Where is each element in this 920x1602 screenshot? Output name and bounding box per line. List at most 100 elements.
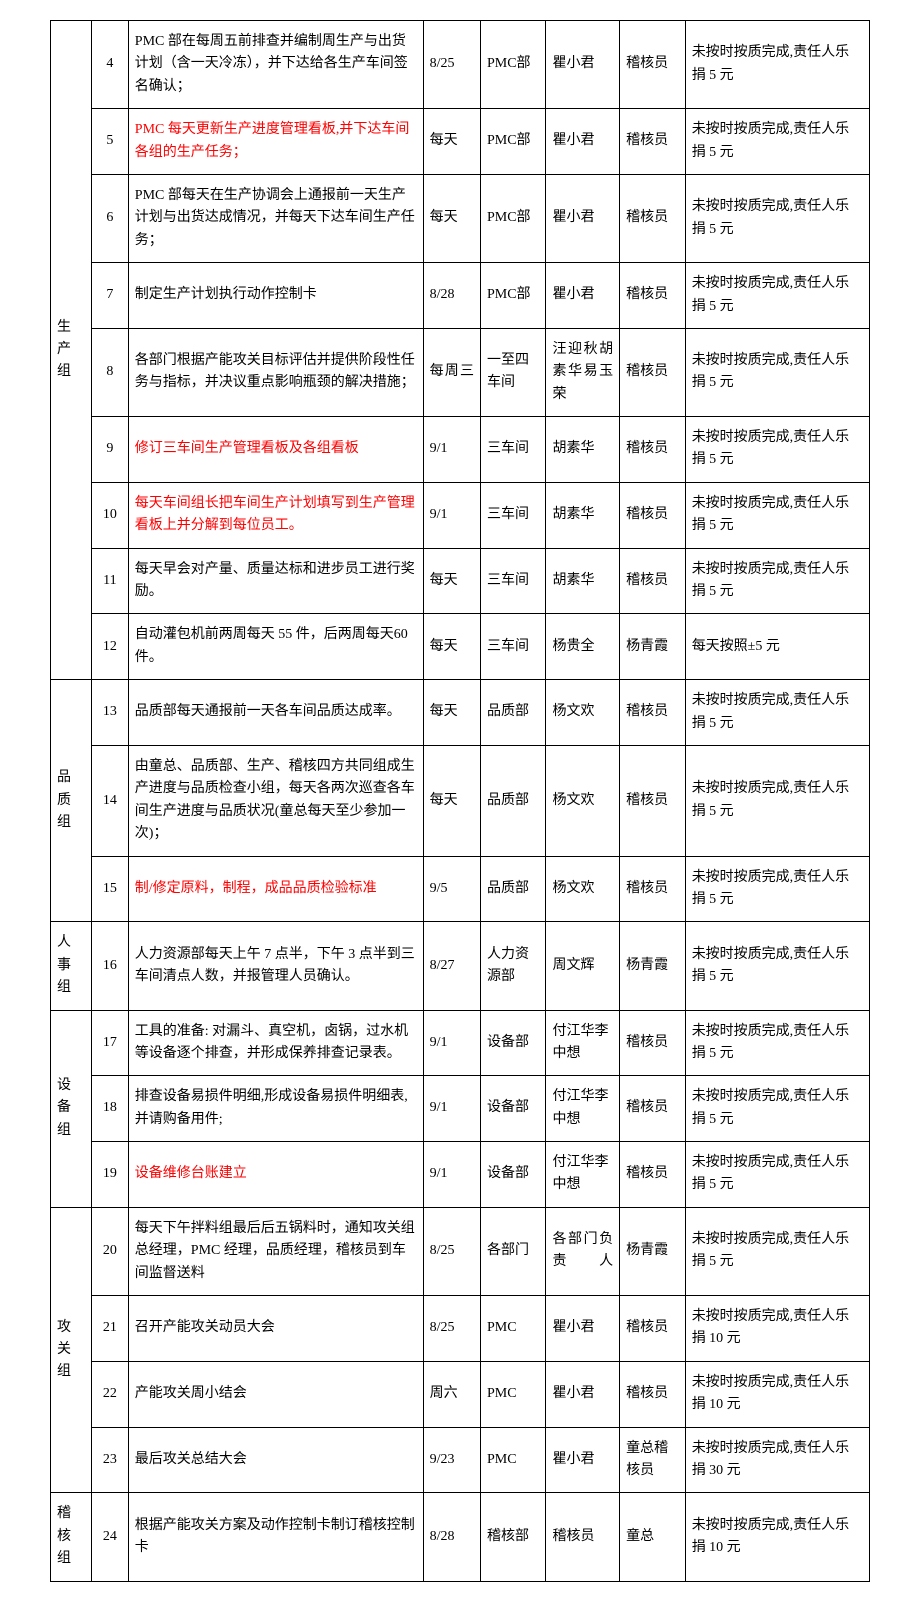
row-date: 9/1 — [423, 1010, 480, 1076]
row-num: 6 — [91, 174, 128, 262]
row-check: 稽核员 — [620, 1142, 686, 1208]
row-note: 未按时按质完成,责任人乐捐 30 元 — [685, 1427, 869, 1493]
row-task: 制/修定原料，制程，成品品质检验标准 — [128, 856, 423, 922]
row-num: 20 — [91, 1207, 128, 1295]
row-task: 自动灌包机前两周每天 55 件，后两周每天60 件。 — [128, 614, 423, 680]
row-owner: 瞿小君 — [546, 263, 620, 329]
row-owner: 胡素华 — [546, 548, 620, 614]
row-owner: 胡素华 — [546, 417, 620, 483]
row-check: 稽核员 — [620, 417, 686, 483]
row-dept: PMC部 — [480, 109, 546, 175]
group-cell-attack: 攻关组 — [51, 1207, 92, 1493]
table-row: 生产组 4 PMC 部在每周五前排查并编制周生产与出货计划（含一天冷冻），并下达… — [51, 21, 870, 109]
row-num: 5 — [91, 109, 128, 175]
row-date: 每天 — [423, 174, 480, 262]
row-num: 19 — [91, 1142, 128, 1208]
row-owner: 瞿小君 — [546, 1296, 620, 1362]
table-row: 设备组 17 工具的准备: 对漏斗、真空机，卤锅，过水机等设备逐个排查，并形成保… — [51, 1010, 870, 1076]
table-row: 7 制定生产计划执行动作控制卡 8/28 PMC部 瞿小君 稽核员 未按时按质完… — [51, 263, 870, 329]
row-date: 9/23 — [423, 1427, 480, 1493]
table-row: 14 由童总、品质部、生产、稽核四方共同组成生产进度与品质检查小组，每天各两次巡… — [51, 745, 870, 856]
table-row: 15 制/修定原料，制程，成品品质检验标准 9/5 品质部 杨文欢 稽核员 未按… — [51, 856, 870, 922]
row-date: 9/1 — [423, 1142, 480, 1208]
row-note: 未按时按质完成,责任人乐捐 5 元 — [685, 1076, 869, 1142]
row-note: 每天按照±5 元 — [685, 614, 869, 680]
row-check: 稽核员 — [620, 1296, 686, 1362]
row-task: 每天早会对产量、质量达标和进步员工进行奖励。 — [128, 548, 423, 614]
row-check: 童总 — [620, 1493, 686, 1581]
row-date: 9/1 — [423, 482, 480, 548]
row-owner: 瞿小君 — [546, 109, 620, 175]
row-note: 未按时按质完成,责任人乐捐 5 元 — [685, 417, 869, 483]
row-owner: 付江华李中想 — [546, 1142, 620, 1208]
row-date: 9/1 — [423, 1076, 480, 1142]
row-date: 每天 — [423, 548, 480, 614]
row-num: 18 — [91, 1076, 128, 1142]
table-row: 23 最后攻关总结大会 9/23 PMC 瞿小君 童总稽核员 未按时按质完成,责… — [51, 1427, 870, 1493]
row-check: 稽核员 — [620, 263, 686, 329]
row-dept: 设备部 — [480, 1142, 546, 1208]
row-owner: 胡素华 — [546, 482, 620, 548]
row-date: 8/28 — [423, 1493, 480, 1581]
row-dept: 各部门 — [480, 1207, 546, 1295]
row-check: 稽核员 — [620, 482, 686, 548]
row-num: 23 — [91, 1427, 128, 1493]
row-num: 24 — [91, 1493, 128, 1581]
row-check: 童总稽核员 — [620, 1427, 686, 1493]
row-check: 稽核员 — [620, 1361, 686, 1427]
row-task: 每天下午拌料组最后后五锅料时，通知攻关组总经理，PMC 经理，品质经理，稽核员到… — [128, 1207, 423, 1295]
table-row: 9 修订三车间生产管理看板及各组看板 9/1 三车间 胡素华 稽核员 未按时按质… — [51, 417, 870, 483]
row-dept: PMC — [480, 1296, 546, 1362]
row-dept: 三车间 — [480, 548, 546, 614]
row-task: PMC 部每天在生产协调会上通报前一天生产计划与出货达成情况，并每天下达车间生产… — [128, 174, 423, 262]
row-task: 制定生产计划执行动作控制卡 — [128, 263, 423, 329]
table-row: 18 排查设备易损件明细,形成设备易损件明细表,并请购备用件; 9/1 设备部 … — [51, 1076, 870, 1142]
row-num: 17 — [91, 1010, 128, 1076]
row-check: 稽核员 — [620, 109, 686, 175]
task-table: 生产组 4 PMC 部在每周五前排查并编制周生产与出货计划（含一天冷冻），并下达… — [50, 20, 870, 1582]
row-owner: 杨文欢 — [546, 856, 620, 922]
row-check: 稽核员 — [620, 856, 686, 922]
row-date: 每周三 — [423, 328, 480, 416]
row-dept: 稽核部 — [480, 1493, 546, 1581]
row-task: 最后攻关总结大会 — [128, 1427, 423, 1493]
table-row: 11 每天早会对产量、质量达标和进步员工进行奖励。 每天 三车间 胡素华 稽核员… — [51, 548, 870, 614]
row-note: 未按时按质完成,责任人乐捐 5 元 — [685, 263, 869, 329]
row-check: 稽核员 — [620, 680, 686, 746]
row-task: 由童总、品质部、生产、稽核四方共同组成生产进度与品质检查小组，每天各两次巡查各车… — [128, 745, 423, 856]
row-owner: 付江华李中想 — [546, 1010, 620, 1076]
row-owner: 付江华李中想 — [546, 1076, 620, 1142]
row-num: 7 — [91, 263, 128, 329]
row-note: 未按时按质完成,责任人乐捐 5 元 — [685, 745, 869, 856]
row-note: 未按时按质完成,责任人乐捐 5 元 — [685, 174, 869, 262]
group-cell-equip: 设备组 — [51, 1010, 92, 1207]
table-row: 22 产能攻关周小结会 周六 PMC 瞿小君 稽核员 未按时按质完成,责任人乐捐… — [51, 1361, 870, 1427]
row-check: 杨青霞 — [620, 614, 686, 680]
row-owner: 周文辉 — [546, 922, 620, 1010]
row-owner: 杨贵全 — [546, 614, 620, 680]
row-dept: 品质部 — [480, 680, 546, 746]
group-cell-prod: 生产组 — [51, 21, 92, 680]
row-owner: 瞿小君 — [546, 21, 620, 109]
row-dept: 设备部 — [480, 1076, 546, 1142]
group-cell-qc: 品质组 — [51, 680, 92, 922]
table-row: 人事组 16 人力资源部每天上午 7 点半，下午 3 点半到三车间清点人数，并报… — [51, 922, 870, 1010]
row-task: PMC 部在每周五前排查并编制周生产与出货计划（含一天冷冻），并下达给各生产车间… — [128, 21, 423, 109]
row-task: 品质部每天通报前一天各车间品质达成率。 — [128, 680, 423, 746]
row-date: 周六 — [423, 1361, 480, 1427]
row-owner: 瞿小君 — [546, 1361, 620, 1427]
row-task: 人力资源部每天上午 7 点半，下午 3 点半到三车间清点人数，并报管理人员确认。 — [128, 922, 423, 1010]
row-date: 8/25 — [423, 1296, 480, 1362]
row-task: 设备维修台账建立 — [128, 1142, 423, 1208]
row-check: 稽核员 — [620, 328, 686, 416]
table-row: 攻关组 20 每天下午拌料组最后后五锅料时，通知攻关组总经理，PMC 经理，品质… — [51, 1207, 870, 1295]
row-check: 稽核员 — [620, 174, 686, 262]
row-owner: 杨文欢 — [546, 680, 620, 746]
row-owner: 各部门负责人 — [546, 1207, 620, 1295]
row-num: 11 — [91, 548, 128, 614]
row-num: 14 — [91, 745, 128, 856]
row-check: 杨青霞 — [620, 1207, 686, 1295]
row-dept: PMC — [480, 1427, 546, 1493]
row-num: 15 — [91, 856, 128, 922]
row-date: 9/1 — [423, 417, 480, 483]
